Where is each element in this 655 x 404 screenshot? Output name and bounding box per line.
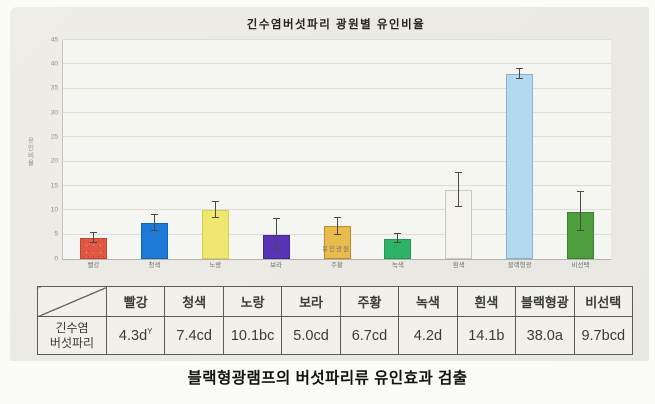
table-value-cell: 10.1bc: [222, 316, 283, 355]
table-header-cell: 비선택: [573, 286, 633, 317]
error-bar: [92, 233, 94, 243]
y-axis-tick-label: 40: [50, 60, 58, 68]
table-value-cell: 6.7cd: [339, 316, 400, 355]
error-bar: [397, 233, 399, 244]
table-value-cell: 4.3dY: [105, 316, 166, 355]
y-axis-tick-label: 15: [50, 181, 58, 189]
error-bar: [580, 192, 582, 232]
error-bar-cap: [150, 214, 158, 216]
error-bar-cap: [272, 218, 280, 220]
error-bar-cap: [394, 232, 402, 234]
table-header-cell: 블랙형광: [515, 286, 575, 317]
error-bar-cap: [89, 241, 97, 243]
x-axis-tick-label: 빨강: [87, 262, 100, 269]
error-bar-cap: [516, 77, 524, 79]
y-axis-tick-label: 0: [54, 254, 58, 262]
x-axis-tick-label: 노랑: [209, 262, 222, 269]
table-value-cell: 5.0cd: [281, 316, 341, 355]
results-table: 빨강 청색 노랑 보라 주황 녹색 흰색 블랙형광 비선택 긴수염 버섯파리 4.3dY 7.4cd 1…: [37, 286, 633, 355]
error-bar: [458, 173, 460, 208]
error-bar-cap: [89, 232, 97, 234]
error-bar-cap: [150, 229, 158, 231]
table-data-row: 긴수염 버섯파리 4.3dY 7.4cd 10.1bc 5.0cd 6.7cd 4.2d 14.…: [37, 316, 633, 355]
table-header-cell: 주황: [339, 286, 400, 317]
x-axis-tick-label: 주황: [331, 262, 343, 269]
x-axis-tick-label: 녹색: [391, 262, 404, 269]
table-corner-cell: [37, 286, 107, 317]
error-bar: [519, 69, 521, 79]
chart-bar-1: [79, 238, 107, 259]
table-header-cell: 청색: [164, 286, 224, 317]
y-axis-tick-label: 30: [50, 108, 58, 116]
error-bar: [214, 201, 216, 219]
gridline: [63, 209, 611, 211]
error-bar-cap: [333, 233, 341, 235]
error-bar-cap: [211, 200, 219, 202]
gridline: [63, 87, 611, 89]
error-bar-cap: [272, 249, 280, 251]
gridline: [63, 185, 611, 186]
error-bar-cap: [455, 206, 463, 208]
y-axis-tick-label: 25: [50, 133, 58, 141]
y-axis-tick-label: 20: [50, 157, 58, 165]
x-axis-tick-label: 보라: [270, 262, 283, 269]
error-bar-cap: [516, 68, 524, 70]
error-bar: [275, 219, 277, 251]
y-axis-tick-label: 35: [50, 84, 58, 92]
x-axis-tick-label: 흰색: [452, 262, 465, 269]
error-bar-cap: [394, 242, 402, 244]
table-header-cell: 녹색: [398, 286, 458, 317]
error-bar-cap: [577, 191, 585, 193]
y-axis-tick-label: 5: [54, 230, 58, 238]
table-header-cell: 보라: [281, 286, 341, 317]
table-header-cell: 노랑: [222, 286, 283, 317]
gridline: [63, 112, 611, 113]
error-bar-cap: [577, 230, 585, 232]
table-value-cell: 14.1b: [456, 316, 517, 355]
table-value-cell: 9.7bcd: [573, 316, 633, 355]
y-axis-tick-label: 45: [50, 35, 58, 43]
table-header-row: 빨강 청색 노랑 보라 주황 녹색 흰색 블랙형광 비선택: [37, 286, 633, 317]
table-value-cell: 4.2d: [398, 316, 458, 355]
table-header-cell: 흰색: [456, 286, 517, 317]
gridline: [63, 160, 611, 162]
y-axis-tick-label: 10: [50, 206, 58, 214]
x-axis-tick-label: 청색: [148, 262, 161, 269]
gridline: [63, 63, 611, 65]
table-row-label: 긴수염 버섯파리: [37, 316, 107, 355]
chart-bar-9: [567, 211, 595, 259]
figure-photo: 긴수염버섯파리 광원별 유인비율 유인비율 0 5 10 15 20 25 30 35 40 45…: [10, 7, 649, 361]
gridline: [63, 136, 611, 138]
chart-title: 긴수염버섯파리 광원별 유인비율: [246, 19, 426, 31]
error-bar: [153, 215, 155, 231]
bar-chart-plot-area: 0 5 10 15 20 25 30 35 40 45 빨강 청색 노랑 보라 주황 녹색 흰색 블랙형광 비선택: [51, 36, 611, 269]
footnote-superscript: Y: [147, 326, 153, 336]
y-axis-title: 유인비율: [26, 137, 33, 167]
figure-caption: 블랙형광램프의 버섯파리류 유인효과 검출: [187, 370, 468, 387]
x-axis-tick-label: 비선택: [571, 262, 590, 269]
gridline: [63, 39, 611, 40]
error-bar-cap: [211, 217, 219, 219]
table-header-cell: 빨강: [105, 286, 166, 317]
error-bar-cap: [455, 172, 463, 174]
table-value-cell: 7.4cd: [164, 316, 224, 355]
table-value-cell: 38.0a: [515, 316, 575, 355]
x-axis-title: 유인광원: [322, 246, 350, 253]
error-bar-cap: [333, 217, 341, 219]
error-bar: [336, 218, 338, 235]
chart-bar-8: [506, 74, 534, 259]
x-axis-tick-label: 블랙형광: [507, 262, 532, 269]
